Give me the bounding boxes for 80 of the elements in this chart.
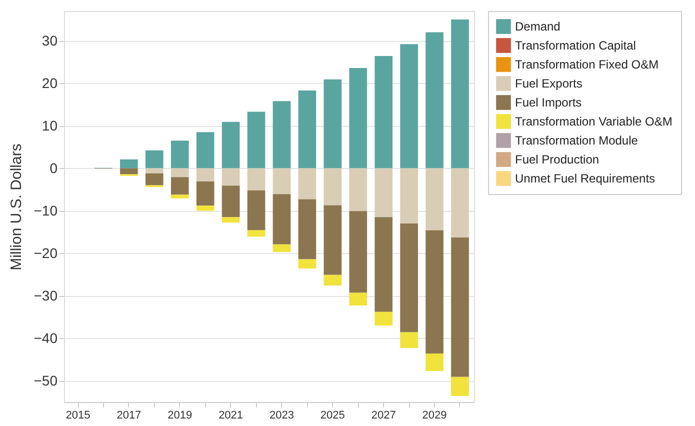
bar [349,168,368,212]
y-tick-label: −10 [34,202,58,218]
bar [426,354,444,371]
x-tick-label: 2023 [269,410,294,422]
bar [400,224,418,332]
y-tick-label: 20 [42,74,58,91]
bar [324,205,342,275]
bar [170,140,189,168]
legend-label: Demand [515,20,560,34]
bar [374,168,393,218]
bar [451,376,469,396]
y-tick-label: −20 [34,244,58,261]
bar [247,190,266,230]
y-axis-title: Million U.S. Dollars [8,144,25,270]
bar [400,44,418,168]
bar [298,168,316,200]
bar [426,230,444,354]
bar [272,244,291,252]
bar [374,217,393,312]
x-tick-label: 2021 [218,410,244,422]
x-tick-label: 2029 [422,410,447,422]
bar [272,168,291,194]
bar [324,168,342,206]
legend-label: Fuel Imports [515,96,582,110]
legend-label: Transformation Module [515,134,638,148]
y-tick-label: 10 [42,117,58,134]
x-tick-label: 2015 [66,410,90,422]
x-tick-label: 2027 [371,410,396,422]
bar [451,168,469,238]
bar [196,206,214,211]
x-tick-label: 2025 [320,410,345,422]
bar [324,274,342,286]
bar [349,211,368,293]
bar [120,159,138,168]
bar [400,168,418,224]
bar [324,79,342,168]
bar [145,168,164,174]
bar [451,20,469,168]
legend-label: Fuel Exports [515,76,582,90]
bar [196,181,214,206]
y-tick-label: 0 [50,160,58,176]
bar [170,194,189,198]
bar [451,238,469,377]
y-tick-label: 30 [42,32,58,48]
legend-label: Transformation Variable O&M [515,114,672,128]
bar [349,292,368,306]
x-tick-label: 2017 [116,410,142,422]
bar [426,32,444,168]
bar [272,101,291,168]
legend-label: Transformation Fixed O&M [515,58,659,72]
bar [374,312,393,326]
bar [120,168,138,174]
bar [222,122,240,168]
bar [298,199,316,260]
bar [247,230,266,237]
bar [349,68,368,168]
legend-label: Unmet Fuel Requirements [515,172,656,186]
bar [145,150,164,168]
bar [298,90,316,168]
bar [170,168,189,178]
bar [222,217,240,223]
bar [222,168,240,186]
y-tick-label: −30 [34,287,58,304]
bar [196,168,214,182]
legend-label: Fuel Production [515,152,600,166]
y-tick-label: −40 [34,330,58,346]
bar [145,173,164,186]
y-tick-label: −50 [34,372,58,388]
bar [298,259,316,269]
bar [196,132,214,168]
bar [222,186,240,218]
x-tick-label: 2019 [168,410,192,422]
legend-label: Transformation Capital [515,38,636,52]
bar [247,168,266,190]
bar [426,168,444,230]
bar [170,177,189,195]
bar [400,332,418,348]
bar [247,112,266,168]
bar [272,194,291,244]
bar [374,56,393,168]
